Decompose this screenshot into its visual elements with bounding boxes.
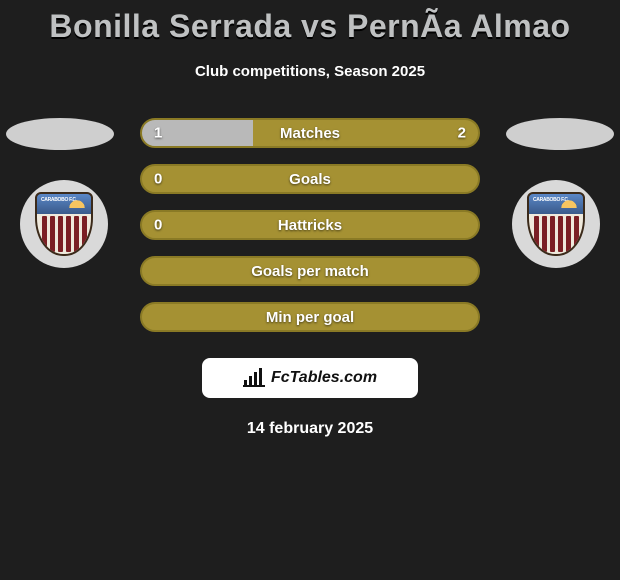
stat-bar: Hattricks 0 bbox=[140, 210, 480, 240]
branding-text: FcTables.com bbox=[271, 369, 377, 387]
comparison-panel: CARABOBO F.C. CARABOBO F.C. Matches 1 2 Goa… bbox=[0, 118, 620, 338]
branding-badge: FcTables.com bbox=[202, 358, 418, 398]
club-badge-right: CARABOBO F.C. bbox=[512, 180, 600, 268]
subtitle: Club competitions, Season 2025 bbox=[0, 63, 620, 80]
stat-label: Hattricks bbox=[278, 217, 342, 234]
stat-bar: Min per goal bbox=[140, 302, 480, 332]
stat-value-right: 2 bbox=[458, 125, 466, 142]
stat-value-left: 0 bbox=[154, 171, 162, 188]
shield-icon: CARABOBO F.C. bbox=[35, 192, 93, 256]
stat-label: Min per goal bbox=[266, 309, 354, 326]
shield-icon: CARABOBO F.C. bbox=[527, 192, 585, 256]
stat-label: Goals per match bbox=[251, 263, 369, 280]
club-badge-left: CARABOBO F.C. bbox=[20, 180, 108, 268]
chart-icon bbox=[243, 369, 265, 387]
player-avatar-left bbox=[6, 118, 114, 150]
stat-value-left: 0 bbox=[154, 217, 162, 234]
page-title: Bonilla Serrada vs PernÃ­a Almao bbox=[0, 0, 620, 45]
stat-bar: Matches 1 2 bbox=[140, 118, 480, 148]
player-avatar-right bbox=[506, 118, 614, 150]
stat-label: Matches bbox=[280, 125, 340, 142]
stat-bar: Goals 0 bbox=[140, 164, 480, 194]
date-label: 14 february 2025 bbox=[0, 420, 620, 438]
stat-bars: Matches 1 2 Goals 0 Hattricks 0 Goals per match… bbox=[140, 118, 480, 348]
stat-label: Goals bbox=[289, 171, 331, 188]
stat-bar: Goals per match bbox=[140, 256, 480, 286]
stat-value-left: 1 bbox=[154, 125, 162, 142]
